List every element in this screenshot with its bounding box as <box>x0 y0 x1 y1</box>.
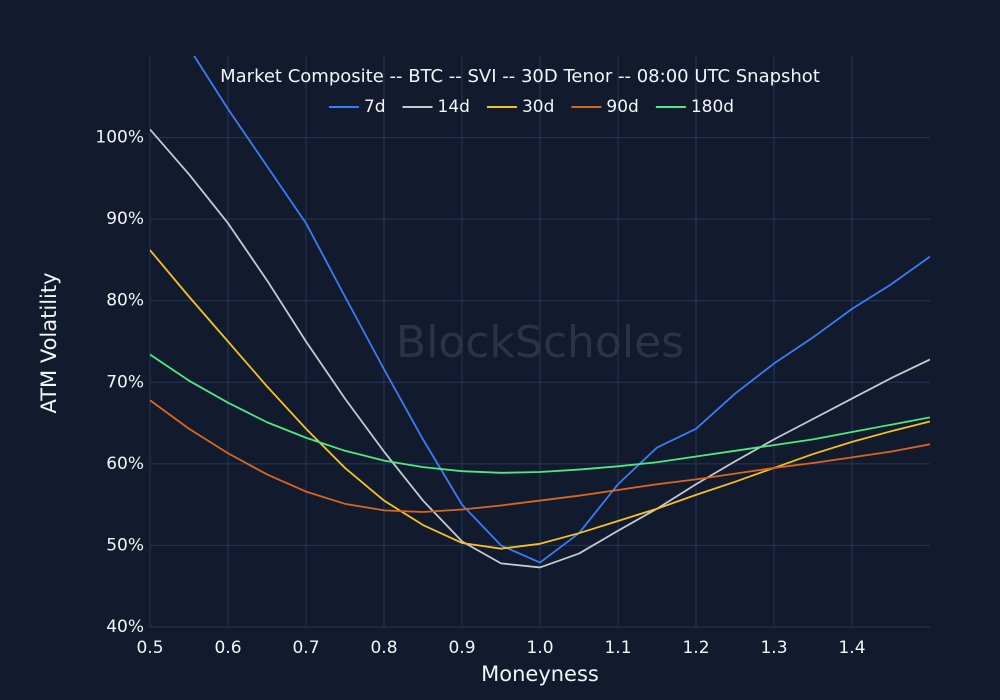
x-tick-label: 1.0 <box>526 638 553 658</box>
x-tick-label: 1.4 <box>838 638 865 658</box>
legend-label: 30d <box>522 97 554 117</box>
x-tick-label: 0.7 <box>292 638 319 658</box>
legend-item: 14d <box>402 97 470 117</box>
x-tick-label: 1.1 <box>604 638 631 658</box>
series-line <box>150 128 930 569</box>
series-line <box>150 353 930 474</box>
series-line <box>193 56 930 564</box>
y-tick-label: 50% <box>106 535 144 555</box>
y-tick-label: 80% <box>106 291 144 311</box>
y-axis-title: ATM Volatility <box>37 272 61 413</box>
legend-label: 7d <box>364 97 386 117</box>
chart-title: Market Composite -- BTC -- SVI -- 30D Te… <box>220 66 820 87</box>
x-tick-label: 0.5 <box>136 638 163 658</box>
y-tick-label: 60% <box>106 454 144 474</box>
y-tick-label: 40% <box>106 617 144 637</box>
x-axis-title: Moneyness <box>481 662 599 686</box>
y-tick-label: 70% <box>106 372 144 392</box>
series-line <box>150 249 930 550</box>
legend-label: 180d <box>691 97 734 117</box>
series-line <box>150 399 930 513</box>
x-tick-label: 1.3 <box>760 638 787 658</box>
x-tick-label: 0.9 <box>448 638 475 658</box>
x-tick-label: 0.8 <box>370 638 397 658</box>
legend-item: 90d <box>571 97 639 117</box>
x-tick-label: 0.6 <box>214 638 241 658</box>
legend-item: 30d <box>486 97 554 117</box>
y-tick-label: 90% <box>106 209 144 229</box>
y-tick-label: 100% <box>95 128 144 148</box>
x-tick-label: 1.2 <box>682 638 709 658</box>
legend-item: 7d <box>328 97 386 117</box>
legend-label: 90d <box>606 97 638 117</box>
legend-label: 14d <box>438 97 470 117</box>
watermark: BlockScholes <box>396 317 684 368</box>
legend-item: 180d <box>655 97 734 117</box>
